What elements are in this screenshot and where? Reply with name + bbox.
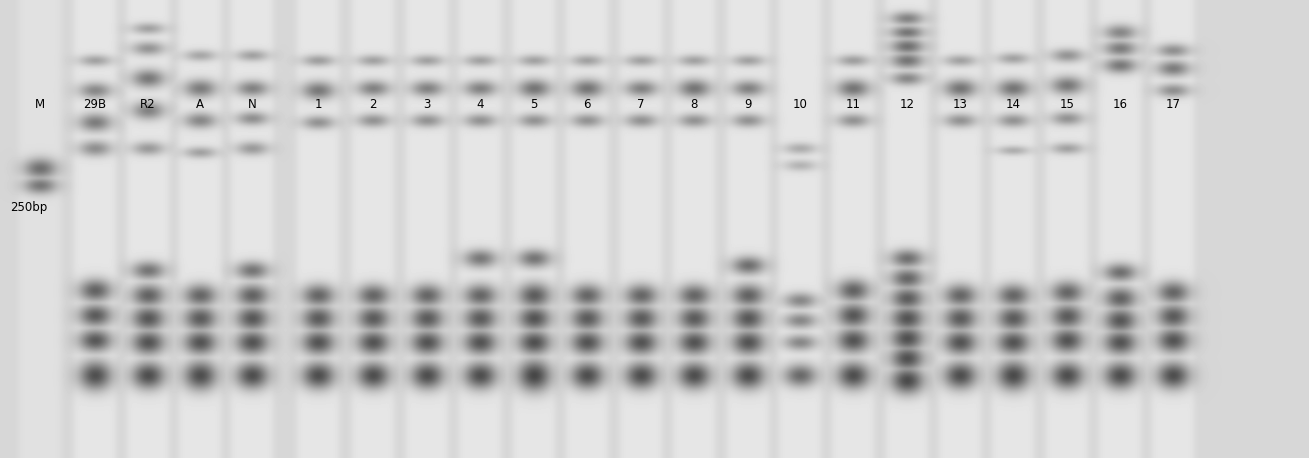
Text: 14: 14 <box>1005 98 1021 111</box>
Text: 3: 3 <box>423 98 431 111</box>
Text: 11: 11 <box>846 98 860 111</box>
Text: 6: 6 <box>584 98 590 111</box>
Text: 15: 15 <box>1059 98 1075 111</box>
Text: 8: 8 <box>690 98 698 111</box>
Text: 250bp: 250bp <box>10 202 47 214</box>
Text: M: M <box>35 98 45 111</box>
Text: 17: 17 <box>1165 98 1181 111</box>
Text: 7: 7 <box>637 98 645 111</box>
Text: 10: 10 <box>792 98 808 111</box>
Text: 13: 13 <box>953 98 967 111</box>
Text: R2: R2 <box>140 98 156 111</box>
Text: 1: 1 <box>314 98 322 111</box>
Text: 9: 9 <box>745 98 751 111</box>
Text: N: N <box>247 98 257 111</box>
Text: 12: 12 <box>899 98 915 111</box>
Text: 5: 5 <box>530 98 538 111</box>
Text: A: A <box>196 98 204 111</box>
Text: 16: 16 <box>1113 98 1127 111</box>
Text: 2: 2 <box>369 98 377 111</box>
Text: 29B: 29B <box>84 98 106 111</box>
Text: 4: 4 <box>476 98 484 111</box>
